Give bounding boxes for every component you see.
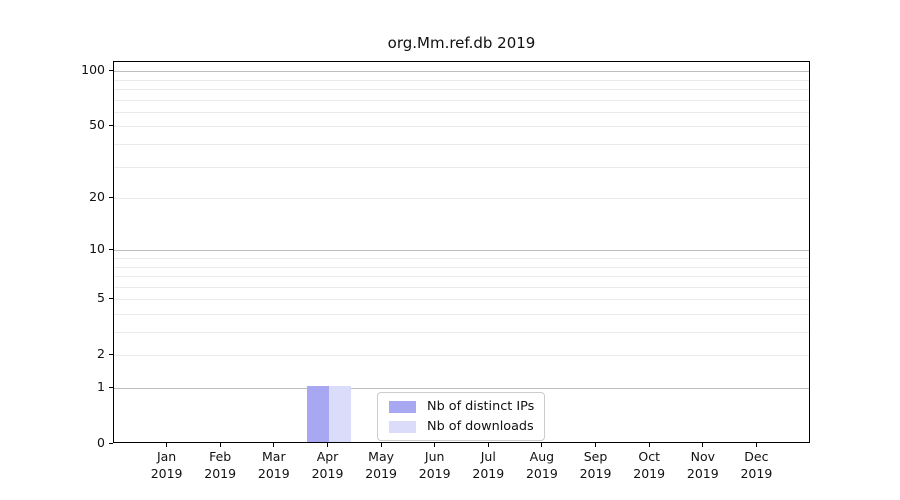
gridline-minor (114, 198, 809, 200)
y-tick-label: 5 (97, 290, 105, 306)
y-tick-label: 2 (97, 346, 105, 362)
x-tick-label-jun: Jun 2019 (418, 449, 451, 481)
x-tick-label-nov: Nov 2019 (686, 449, 719, 481)
y-tick-mark (109, 69, 113, 71)
gridline-minor (114, 299, 809, 301)
x-tick-mark (434, 443, 436, 447)
gridline-minor (114, 286, 809, 288)
x-tick-label-mar: Mar 2019 (257, 449, 290, 481)
gridline-minor (114, 166, 809, 168)
x-tick-mark (219, 443, 221, 447)
y-tick-mark (109, 196, 113, 198)
y-tick-label: 0 (97, 435, 105, 450)
legend-swatch-downloads (389, 420, 416, 433)
legend-row: Nb of downloads (389, 419, 535, 434)
x-tick-label-sep: Sep 2019 (579, 449, 612, 481)
x-tick-mark (166, 443, 168, 447)
y-tick-mark (109, 353, 113, 355)
x-tick-label-feb: Feb 2019 (204, 449, 237, 481)
x-tick-mark (755, 443, 757, 447)
x-tick-mark (487, 443, 489, 447)
x-tick-label-dec: Dec 2019 (740, 449, 773, 481)
gridline-minor (114, 144, 809, 146)
y-tick-label: 1 (97, 379, 105, 394)
y-tick-mark (109, 297, 113, 299)
legend-row: Nb of distinct IPs (389, 399, 535, 414)
y-tick-mark (109, 442, 113, 444)
x-tick-mark (648, 443, 650, 447)
y-tick-mark (109, 386, 113, 388)
x-tick-mark (594, 443, 597, 447)
x-tick-mark (273, 443, 275, 447)
x-tick-mark (702, 443, 704, 447)
gridline-minor (114, 126, 809, 128)
x-tick-label-aug: Aug 2019 (525, 449, 558, 481)
gridline-minor (114, 355, 809, 357)
x-tick-mark (326, 443, 329, 447)
x-tick-label-oct: Oct 2019 (633, 449, 666, 481)
gridline-major (114, 71, 809, 73)
y-tick-label: 100 (81, 62, 105, 78)
gridline-minor (114, 314, 809, 315)
legend-label-downloads: Nb of downloads (427, 419, 534, 434)
x-tick-mark (380, 443, 382, 447)
gridline-minor (114, 99, 809, 101)
gridline-major (114, 388, 809, 389)
bar-distinct-ips-apr (306, 386, 329, 442)
gridline-minor (114, 112, 809, 113)
x-tick-label-jan: Jan 2019 (150, 449, 183, 481)
gridline-minor (114, 266, 809, 268)
y-tick-mark (109, 248, 113, 250)
chart-title: org.Mm.ref.db 2019 (387, 34, 536, 52)
gridline-minor (114, 332, 809, 333)
legend-label-distinct-ips: Nb of distinct IPs (427, 399, 535, 414)
y-tick-mark (109, 124, 113, 127)
x-tick-label-jul: Jul 2019 (472, 449, 505, 481)
gridline-minor (114, 258, 809, 259)
gridline-minor (114, 79, 809, 81)
x-tick-label-apr: Apr 2019 (311, 449, 344, 481)
x-tick-label-may: May 2019 (365, 449, 397, 481)
gridline-minor (114, 276, 809, 277)
legend-swatch-distinct-ips (389, 400, 416, 413)
legend: Nb of distinct IPs Nb of downloads (377, 392, 545, 441)
bar-downloads-apr (328, 386, 351, 442)
y-tick-label: 50 (89, 117, 105, 133)
plot-area: Nb of distinct IPs Nb of downloads (113, 61, 810, 443)
gridline-major (114, 250, 809, 252)
gridline-minor (114, 89, 809, 91)
y-tick-label: 10 (89, 241, 105, 257)
x-tick-mark (541, 443, 543, 447)
y-tick-label: 20 (89, 189, 105, 205)
